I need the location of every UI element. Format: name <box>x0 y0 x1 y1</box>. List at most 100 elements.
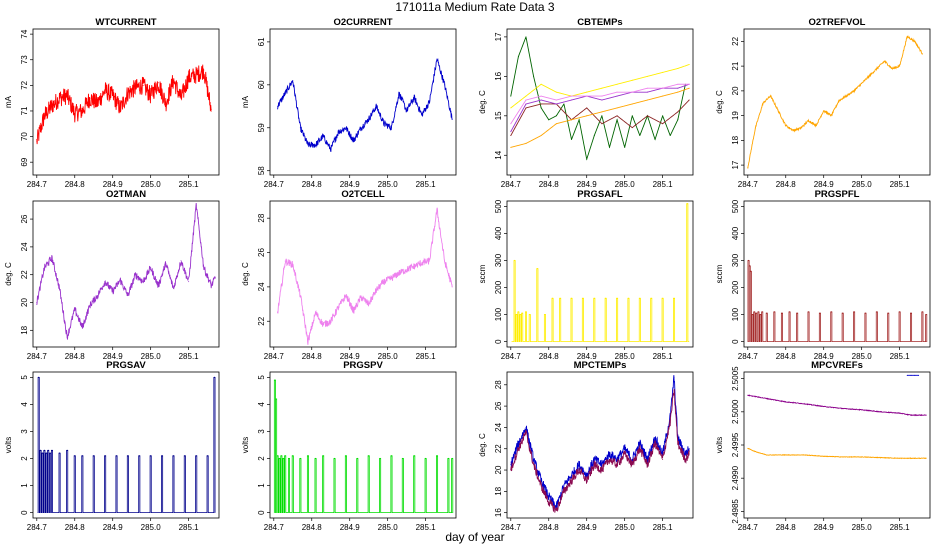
data-point <box>540 99 542 101</box>
spike-point <box>58 452 61 454</box>
data-point <box>601 464 603 466</box>
spike-point <box>274 379 276 381</box>
panel-o2tman: O2TMAN 284.7 284.8 284.9 285.0 285.1 18 20 22 24 2… <box>4 189 220 361</box>
data-point <box>112 95 114 97</box>
spike-point <box>322 455 324 457</box>
data-point <box>586 480 588 482</box>
data-point <box>918 374 920 376</box>
spike-point <box>639 297 641 299</box>
data-point <box>104 281 106 283</box>
data-point <box>646 75 648 77</box>
spike-point <box>356 457 358 460</box>
data-point <box>800 127 802 129</box>
data-point <box>165 263 167 265</box>
series-line <box>510 36 686 161</box>
data-point <box>593 135 595 137</box>
data-point <box>563 485 565 487</box>
data-point <box>119 107 121 109</box>
spike-point <box>515 313 518 316</box>
data-point <box>322 135 324 137</box>
data-point <box>97 295 99 297</box>
data-point <box>307 341 309 343</box>
spike-point <box>276 455 279 457</box>
spike-point <box>184 455 186 457</box>
y-tick-label: 71 <box>20 106 29 115</box>
spike-point <box>551 297 554 299</box>
series-line <box>510 64 690 109</box>
plot-frame <box>743 200 931 348</box>
data-point <box>586 95 588 97</box>
data-point <box>277 105 279 107</box>
y-tick-label: 18 <box>20 325 29 334</box>
data-point <box>662 95 664 97</box>
x-tick-label: 284.7 <box>264 180 285 189</box>
data-point <box>662 71 664 73</box>
data-point <box>578 464 580 466</box>
panel-title: PRGSAFL <box>577 189 623 200</box>
spike-point <box>413 455 415 457</box>
y-tick-label: 22 <box>731 36 740 45</box>
data-point <box>510 469 512 471</box>
spike-point <box>529 313 531 316</box>
data-point <box>517 448 519 450</box>
data-point <box>563 103 565 105</box>
data-point <box>540 103 542 105</box>
x-tick-label: 284.9 <box>340 523 361 532</box>
data-point <box>203 69 205 71</box>
data-point <box>510 123 512 125</box>
y-tick-label: 400 <box>494 226 503 240</box>
data-point <box>112 290 114 292</box>
series-line <box>511 203 690 342</box>
data-point <box>673 389 675 391</box>
y-axis-label: volts <box>241 437 250 453</box>
data-point <box>654 138 656 140</box>
data-point <box>299 294 301 296</box>
data-point <box>421 114 423 116</box>
spike-point <box>570 297 573 299</box>
data-point <box>555 510 557 512</box>
data-point <box>646 91 648 93</box>
plot-frame <box>269 371 457 519</box>
data-point <box>451 286 453 288</box>
x-tick-label: 284.7 <box>738 180 759 189</box>
spike-point <box>284 455 286 457</box>
plot-frame <box>32 371 220 519</box>
spike-point <box>38 376 40 379</box>
panel-mpcvrefs: MPCVREFs 284.7 284.8 284.9 285.0 285.1 2.4985 2… <box>715 360 931 532</box>
data-point <box>925 457 927 459</box>
data-point <box>747 167 749 169</box>
data-point <box>345 294 347 296</box>
panel-o2current: O2CURRENT 284.7 284.8 284.9 285.0 285.1 58 59 60… <box>241 17 457 189</box>
data-point <box>555 115 557 117</box>
data-point <box>754 451 756 453</box>
data-layer <box>747 35 923 169</box>
spike-point <box>379 457 381 460</box>
spike-point <box>45 452 47 454</box>
x-tick-label: 284.7 <box>501 180 522 189</box>
data-point <box>436 209 438 211</box>
series-line <box>36 64 212 145</box>
data-point <box>669 135 671 137</box>
data-point <box>747 394 749 396</box>
data-point <box>337 131 339 133</box>
data-point <box>571 95 573 97</box>
y-tick-label: 2.4985 <box>731 499 740 524</box>
data-point <box>853 90 855 92</box>
y-tick-label: 1 <box>20 483 29 488</box>
y-tick-label: 24 <box>494 422 503 431</box>
data-point <box>353 140 355 142</box>
data-point <box>910 414 912 416</box>
data-point <box>688 453 690 455</box>
data-point <box>616 119 618 121</box>
data-point <box>677 91 679 93</box>
data-point <box>383 122 385 124</box>
spike-point <box>921 311 924 313</box>
x-tick-label: 284.8 <box>302 523 323 532</box>
spike-point <box>195 455 197 457</box>
series-line <box>510 87 690 148</box>
y-tick-label: 5 <box>257 375 266 380</box>
spike-point <box>172 455 175 457</box>
data-point <box>593 458 595 460</box>
y-tick-label: 100 <box>494 307 503 321</box>
